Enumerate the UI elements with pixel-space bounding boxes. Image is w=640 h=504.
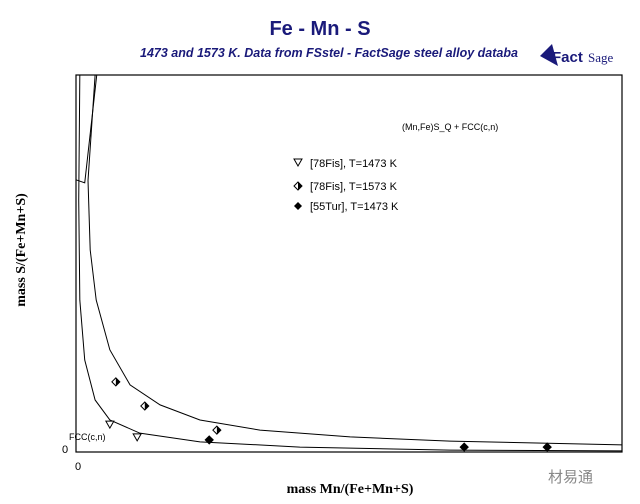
- x-axis-label: mass Mn/(Fe+Mn+S): [286, 482, 414, 497]
- legend-marker-diamond: [294, 202, 302, 210]
- chart-title: Fe - Mn - S: [269, 18, 371, 40]
- legend-marker-triangle: [293, 158, 303, 168]
- data-point-s2-0: [204, 435, 214, 445]
- legend-label-2: [55Tur], T=1473 K: [310, 201, 399, 213]
- data-point-s0-1: [132, 433, 143, 442]
- x-tick-0: 0: [75, 461, 81, 473]
- y-axis-label: mass S/(Fe+Mn+S): [14, 193, 29, 307]
- legend-marker-half-diamond: [293, 181, 303, 191]
- phase-boundary-curve-1: [78, 74, 623, 452]
- svg-text:Fact: Fact: [552, 49, 583, 66]
- watermark: 材易通: [548, 469, 594, 486]
- y-tick-0: 0: [62, 444, 68, 456]
- legend-label-1: [78Fis], T=1573 K: [310, 181, 398, 193]
- data-point-s2-1: [459, 442, 469, 452]
- legend: [78Fis], T=1473 K [78Fis], T=1573 K [55T…: [293, 158, 399, 213]
- region-label-upper: (Mn,Fe)S_Q + FCC(c,n): [402, 122, 498, 132]
- phase-boundary-curve-0: [87, 74, 623, 446]
- data-point-s2-2: [542, 442, 552, 452]
- data-point-s1-2: [212, 425, 222, 435]
- data-point-s1-1: [140, 401, 150, 411]
- plot-frame: [75, 74, 623, 453]
- legend-label-0: [78Fis], T=1473 K: [310, 158, 398, 170]
- data-point-s0-0: [104, 420, 115, 430]
- data-point-s1-0: [111, 377, 121, 387]
- chart-subtitle: 1473 and 1573 K. Data from FSstel - Fact…: [140, 46, 518, 60]
- svg-text:Sage: Sage: [588, 50, 614, 65]
- region-label-lower: FCC(c,n): [69, 432, 106, 442]
- phase-boundary-curve-2: [75, 74, 98, 184]
- factsage-logo: Fact Sage: [540, 44, 614, 66]
